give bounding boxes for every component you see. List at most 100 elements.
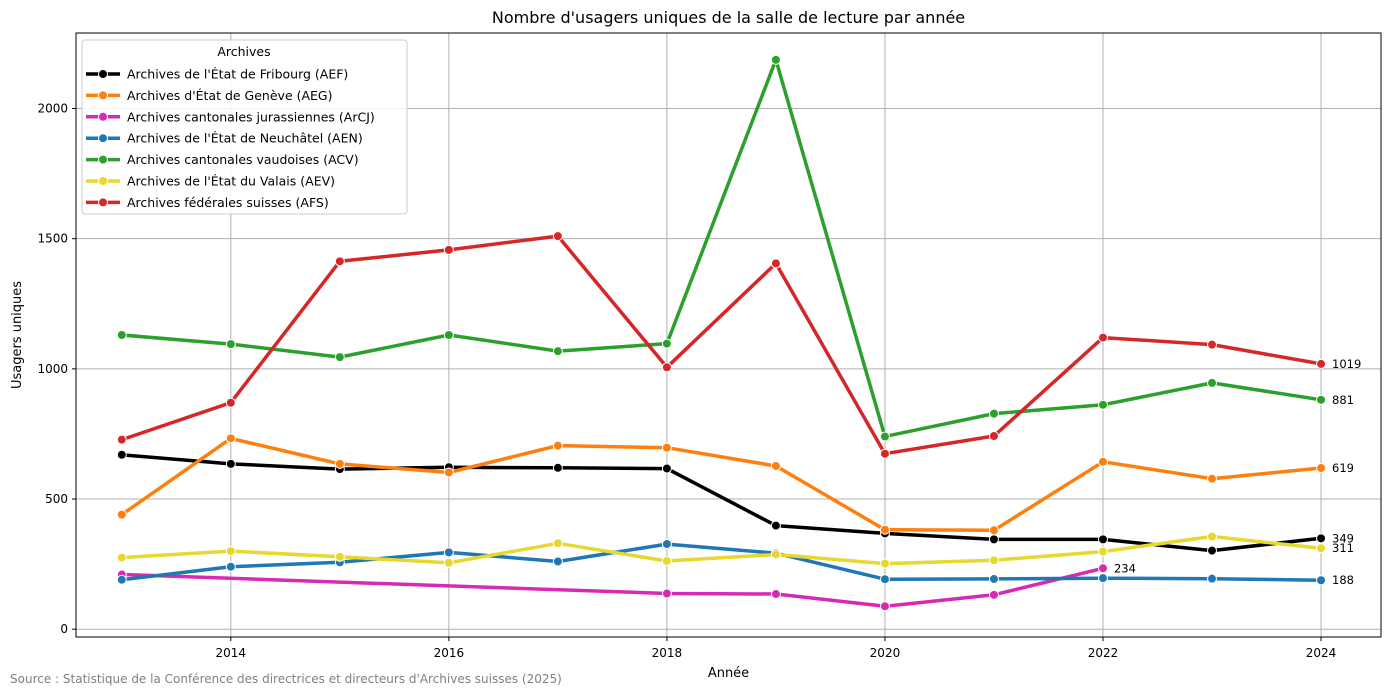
end-value-label: 311 (1332, 541, 1354, 555)
data-point (1316, 533, 1327, 544)
data-point (1097, 399, 1108, 410)
data-point (225, 339, 236, 350)
x-axis-label: Année (708, 666, 749, 681)
data-point (443, 330, 454, 340)
x-tick-label: 2014 (216, 646, 247, 660)
y-tick-label: 0 (60, 622, 68, 636)
data-point (1097, 332, 1108, 343)
data-point (1097, 563, 1108, 574)
data-point (879, 574, 890, 585)
series-6 (116, 231, 1327, 459)
series-line (120, 566, 1105, 609)
x-tick-label: 2022 (1088, 646, 1119, 660)
legend: Archives Archives de l'État de Fribourg (… (81, 39, 408, 215)
data-point (988, 555, 999, 566)
end-value-label: 1019 (1332, 357, 1361, 371)
data-point (1207, 545, 1218, 556)
series-0 (116, 449, 1327, 556)
legend-item: Archives cantonales vaudoises (ACV) (86, 152, 359, 167)
data-point (879, 448, 890, 459)
data-point (116, 434, 127, 445)
data-point (988, 534, 999, 545)
series-line (120, 453, 1323, 553)
data-point (225, 546, 236, 557)
data-point (116, 552, 127, 563)
data-point (661, 362, 672, 373)
data-point (661, 463, 672, 474)
axis-ticks: 2014 2016 2018 2020 2022 2024 0 500 1000 1500 2000 (37, 102, 1336, 661)
legend-label: Archives de l'État de Neuchâtel (AEN) (127, 131, 363, 146)
end-value-label: 188 (1332, 573, 1354, 587)
data-point (116, 574, 127, 585)
x-tick-label: 2018 (652, 646, 683, 660)
data-point (1097, 573, 1108, 584)
data-point (988, 431, 999, 442)
data-point (1316, 543, 1327, 554)
legend-marker (98, 176, 108, 186)
end-value-label: 234 (1114, 561, 1136, 575)
series-line (120, 436, 1323, 533)
data-point (334, 256, 345, 267)
data-point (661, 442, 672, 453)
data-point (879, 601, 890, 612)
source-note: Source : Statistique de la Conférence de… (10, 672, 562, 686)
legend-label: Archives cantonales vaudoises (ACV) (127, 152, 359, 167)
data-point (116, 330, 127, 340)
data-point (552, 231, 563, 242)
data-point (661, 588, 672, 599)
data-point (334, 458, 345, 469)
legend-marker (98, 69, 108, 79)
series-5 (116, 531, 1327, 569)
data-point (116, 509, 127, 520)
plot-frame (75, 32, 1382, 638)
end-labels: 349 619 234 188 881 311 1019 (1114, 357, 1361, 587)
data-point (770, 520, 781, 531)
x-tick-label: 2016 (434, 646, 465, 660)
data-point (225, 433, 236, 444)
series-layer (116, 54, 1327, 612)
data-point (770, 258, 781, 269)
data-point (879, 431, 890, 442)
data-point (661, 338, 672, 349)
y-tick-label: 1000 (37, 362, 68, 376)
data-point (1316, 358, 1327, 369)
data-point (443, 557, 454, 568)
legend-label: Archives cantonales jurassiennes (ArCJ) (127, 109, 375, 124)
series-line (120, 234, 1323, 456)
legend-marker (98, 197, 108, 208)
x-tick-label: 2020 (870, 646, 901, 660)
data-point (988, 573, 999, 584)
data-point (225, 561, 236, 572)
legend-label: Archives de l'État du Valais (AEV) (127, 174, 335, 189)
data-point (552, 440, 563, 451)
data-point (1207, 339, 1218, 350)
data-point (334, 352, 345, 363)
data-point (1207, 377, 1218, 388)
data-point (1097, 534, 1108, 545)
data-point (1097, 546, 1108, 557)
data-point (552, 556, 563, 567)
chart-title: Nombre d'usagers uniques de la salle de … (492, 8, 965, 27)
series-4 (116, 54, 1327, 442)
data-point (116, 449, 127, 460)
data-point (770, 460, 781, 471)
y-tick-label: 1500 (37, 232, 68, 246)
legend-marker (98, 111, 108, 122)
data-point (1207, 473, 1218, 484)
legend-label: Archives fédérales suisses (AFS) (127, 195, 329, 210)
x-tick-label: 2024 (1306, 646, 1337, 660)
data-point (443, 244, 454, 255)
legend-marker (98, 90, 108, 101)
y-tick-label: 2000 (37, 102, 68, 116)
data-point (552, 538, 563, 549)
series-line (120, 542, 1323, 582)
legend-item: Archives de l'État du Valais (AEV) (86, 174, 335, 189)
data-point (552, 346, 563, 357)
data-point (225, 397, 236, 408)
data-point (661, 555, 672, 566)
legend-box (81, 39, 408, 215)
legend-item: Archives fédérales suisses (AFS) (86, 195, 329, 210)
legend-item: Archives cantonales jurassiennes (ArCJ) (86, 109, 375, 124)
data-point (1316, 394, 1327, 405)
